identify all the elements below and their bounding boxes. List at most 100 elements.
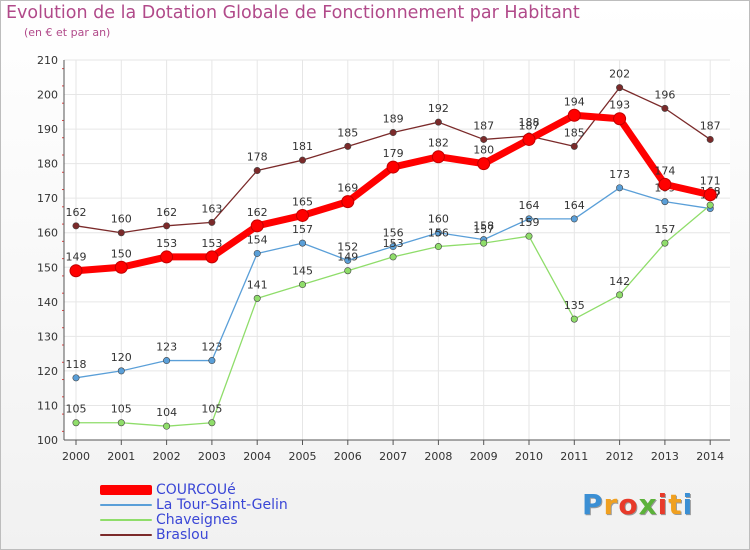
data-label: 135 bbox=[564, 299, 585, 312]
data-point bbox=[480, 239, 488, 247]
data-point bbox=[706, 135, 714, 143]
data-label: 185 bbox=[564, 126, 585, 139]
x-tick-label: 2002 bbox=[153, 450, 181, 463]
data-point bbox=[570, 142, 578, 150]
data-label: 202 bbox=[609, 68, 630, 81]
data-point bbox=[298, 281, 306, 289]
data-point bbox=[616, 84, 624, 92]
y-tick-label: 150 bbox=[37, 261, 58, 274]
data-point bbox=[616, 291, 624, 299]
data-label: 123 bbox=[156, 341, 177, 354]
data-point bbox=[616, 184, 624, 192]
x-tick-label: 2000 bbox=[62, 450, 90, 463]
y-tick-label: 170 bbox=[37, 192, 58, 205]
data-point bbox=[525, 215, 533, 223]
data-label: 145 bbox=[292, 265, 313, 278]
data-point bbox=[344, 256, 352, 264]
legend-label-braslou: Braslou bbox=[156, 527, 209, 543]
data-point bbox=[163, 222, 171, 230]
data-label: 120 bbox=[111, 351, 132, 364]
data-label: 159 bbox=[519, 216, 540, 229]
data-label: 158 bbox=[473, 220, 494, 233]
data-point bbox=[208, 218, 216, 226]
chart-title: Evolution de la Dotation Globale de Fonc… bbox=[6, 3, 580, 23]
data-point bbox=[117, 367, 125, 375]
data-point bbox=[434, 229, 442, 237]
data-label: 105 bbox=[66, 403, 87, 416]
data-point bbox=[253, 249, 261, 257]
data-label: 154 bbox=[247, 233, 268, 246]
x-tick-label: 2003 bbox=[198, 450, 226, 463]
x-tick-label: 2006 bbox=[334, 450, 362, 463]
data-point bbox=[706, 201, 714, 209]
data-label: 179 bbox=[383, 147, 404, 160]
data-label: 153 bbox=[156, 237, 177, 250]
y-tick-label: 210 bbox=[37, 54, 58, 67]
data-point bbox=[477, 157, 491, 171]
data-point bbox=[658, 177, 672, 191]
data-label: 163 bbox=[201, 202, 222, 215]
logo-letter: r bbox=[603, 488, 619, 521]
data-label: 156 bbox=[383, 227, 404, 240]
data-label: 189 bbox=[383, 113, 404, 126]
x-tick-label: 2007 bbox=[379, 450, 407, 463]
x-tick-label: 2005 bbox=[289, 450, 317, 463]
legend-label-la-tour-saint-gelin: La Tour-Saint-Gelin bbox=[156, 497, 288, 513]
data-point bbox=[253, 294, 261, 302]
data-point bbox=[163, 422, 171, 430]
x-tick-label: 2008 bbox=[424, 450, 452, 463]
y-tick-label: 120 bbox=[37, 365, 58, 378]
x-tick-label: 2011 bbox=[560, 450, 588, 463]
y-tick-label: 160 bbox=[37, 227, 58, 240]
data-label: 174 bbox=[654, 164, 675, 177]
data-label: 171 bbox=[700, 175, 721, 188]
data-point bbox=[480, 135, 488, 143]
legend-label-courcoue: COURCOUé bbox=[156, 482, 236, 498]
y-tick-label: 190 bbox=[37, 123, 58, 136]
legend-swatch-courcoue bbox=[100, 485, 152, 495]
data-point bbox=[570, 315, 578, 323]
data-label: 192 bbox=[428, 102, 449, 115]
data-label: 153 bbox=[201, 237, 222, 250]
y-tick-label: 180 bbox=[37, 158, 58, 171]
x-tick-label: 2013 bbox=[651, 450, 679, 463]
data-point bbox=[661, 104, 669, 112]
data-label: 156 bbox=[428, 227, 449, 240]
data-point bbox=[298, 156, 306, 164]
data-point bbox=[344, 142, 352, 150]
data-label: 173 bbox=[609, 168, 630, 181]
data-point bbox=[117, 229, 125, 237]
data-label: 104 bbox=[156, 406, 177, 419]
data-point bbox=[613, 112, 627, 126]
data-label: 196 bbox=[654, 88, 675, 101]
data-point bbox=[208, 419, 216, 427]
series-courcou: 149 150 153 153 162 165 169 179 182 180 187 194 193 1… bbox=[66, 95, 721, 278]
data-point bbox=[389, 253, 397, 261]
legend-swatch-braslou bbox=[100, 534, 152, 536]
data-point bbox=[386, 160, 400, 174]
x-tick-label: 2009 bbox=[470, 450, 498, 463]
logo-letter: P bbox=[582, 488, 604, 521]
data-label: 105 bbox=[201, 403, 222, 416]
data-point bbox=[434, 118, 442, 126]
data-label: 180 bbox=[473, 144, 494, 157]
data-point bbox=[661, 239, 669, 247]
data-point bbox=[344, 267, 352, 275]
data-point bbox=[296, 208, 309, 222]
data-point bbox=[434, 243, 442, 251]
logo-letter: t bbox=[668, 488, 683, 521]
y-tick-label: 200 bbox=[37, 89, 58, 102]
data-label: 182 bbox=[428, 137, 449, 150]
data-label: 150 bbox=[111, 247, 132, 260]
data-point bbox=[72, 419, 80, 427]
data-point bbox=[208, 357, 216, 365]
y-tick-label: 110 bbox=[37, 399, 58, 412]
proxiti-logo: Proxiti bbox=[582, 488, 693, 521]
logo-letter: i bbox=[682, 488, 694, 521]
data-label: 149 bbox=[337, 251, 358, 264]
data-label: 160 bbox=[428, 213, 449, 226]
data-label: 169 bbox=[337, 182, 358, 195]
chart-subtitle: (en € et par an) bbox=[24, 26, 111, 39]
